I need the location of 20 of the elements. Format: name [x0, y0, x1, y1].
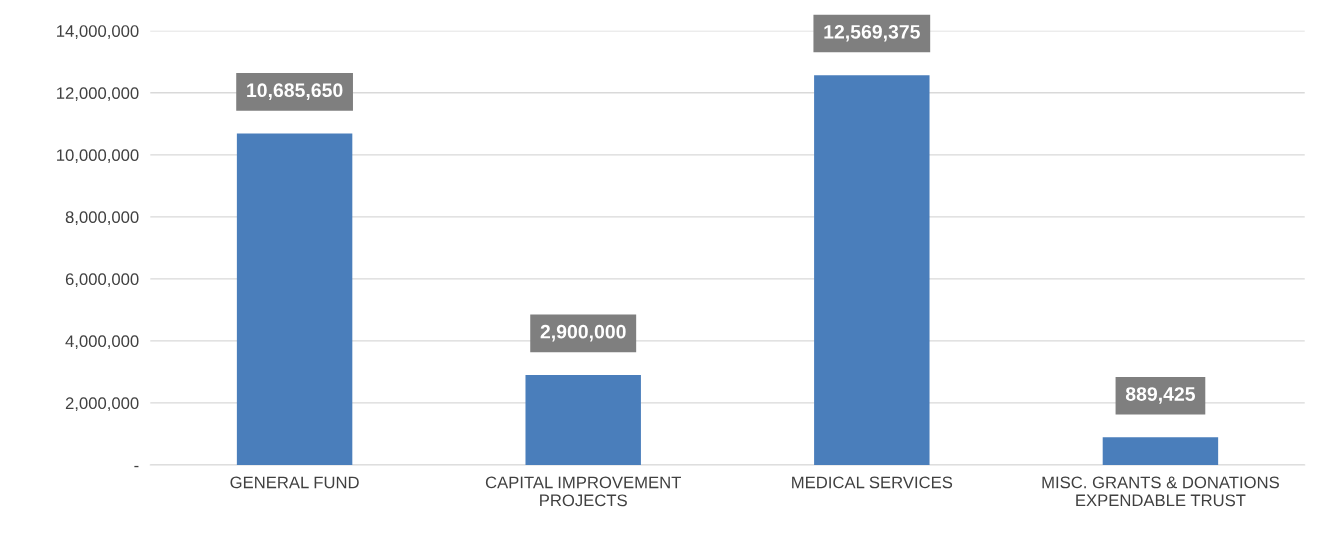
y-tick-label: 4,000,000: [65, 335, 139, 350]
bar: [814, 75, 930, 465]
bar: [525, 375, 641, 465]
x-tick-label: GENERAL FUND: [230, 476, 359, 489]
data-label: 2,900,000: [540, 324, 626, 342]
bar: [236, 133, 353, 465]
x-tick-label: CAPITAL IMPROVEMENT PROJECTS: [485, 476, 681, 507]
y-tick-label: 6,000,000: [65, 273, 139, 288]
data-label: 889,425: [1125, 387, 1196, 404]
data-label: 10,685,650: [247, 83, 343, 100]
x-tick-label: MISC. GRANTS & DONATIONS EXPENDABLE TRUST: [1042, 476, 1279, 507]
data-label: 12,569,375: [824, 24, 920, 42]
y-tick-label: 2,000,000: [65, 397, 139, 412]
y-tick-label: 14,000,000: [57, 25, 139, 39]
y-tick-label: 12,000,000: [57, 87, 139, 101]
y-tick-label: 10,000,000: [57, 149, 139, 163]
bar: [1102, 437, 1219, 465]
x-tick-label: MEDICAL SERVICES: [792, 476, 953, 489]
y-tick-label: 8,000,000: [65, 211, 139, 226]
y-tick-label: -: [134, 465, 139, 468]
